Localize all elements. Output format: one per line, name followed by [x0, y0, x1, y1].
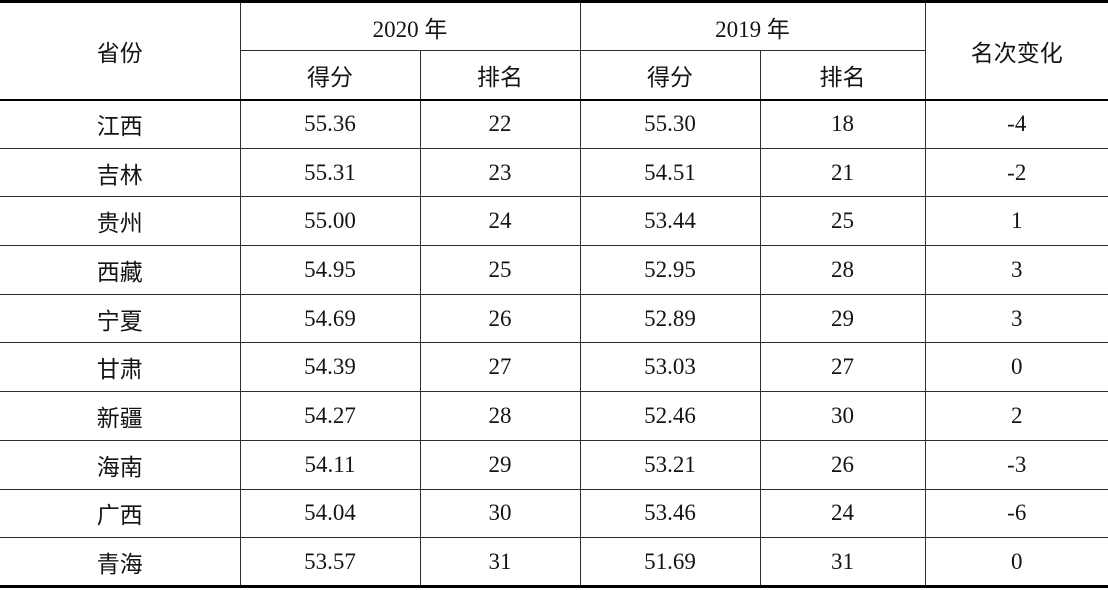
table-row: 青海 53.57 31 51.69 31 0	[0, 537, 1108, 587]
table-body: 江西 55.36 22 55.30 18 -4 吉林 55.31 23 54.51 21 -2 贵州 55…	[0, 99, 1108, 587]
table-row: 西藏 54.95 25 52.95 28 3	[0, 245, 1108, 295]
cell-province: 宁夏	[0, 293, 241, 343]
cell-rank-2019: 18	[759, 99, 926, 149]
cell-rank-2019: 24	[759, 488, 926, 538]
table-row: 贵州 55.00 24 53.44 25 1	[0, 196, 1108, 246]
cell-rank-2020: 25	[419, 245, 581, 295]
cell-change: 0	[924, 537, 1108, 587]
cell-rank-2020: 26	[419, 293, 581, 343]
table-row: 宁夏 54.69 26 52.89 29 3	[0, 293, 1108, 343]
cell-score-2019: 53.46	[579, 488, 761, 538]
cell-province: 江西	[0, 99, 241, 149]
header-row-sub: 得分 排名 得分 排名	[0, 50, 1108, 101]
cell-rank-2019: 21	[759, 147, 926, 197]
cell-change: -2	[924, 147, 1108, 197]
cell-province: 广西	[0, 488, 241, 538]
cell-rank-2019: 26	[759, 439, 926, 489]
cell-score-2020: 55.36	[239, 99, 421, 149]
cell-score-2020: 54.39	[239, 342, 421, 392]
cell-score-2019: 52.89	[579, 293, 761, 343]
header-rank-change: 名次变化	[924, 1, 1108, 101]
header-province: 省份	[0, 1, 241, 101]
cell-score-2020: 54.11	[239, 439, 421, 489]
header-year-2019: 2019 年	[579, 1, 926, 51]
cell-rank-2020: 30	[419, 488, 581, 538]
cell-province: 吉林	[0, 147, 241, 197]
header-rank-2020: 排名	[419, 50, 581, 101]
header-score-2019: 得分	[579, 50, 761, 101]
cell-score-2019: 53.44	[579, 196, 761, 246]
cell-province: 新疆	[0, 391, 241, 441]
cell-rank-2020: 31	[419, 537, 581, 587]
cell-change: -6	[924, 488, 1108, 538]
cell-province: 青海	[0, 537, 241, 587]
cell-rank-2020: 24	[419, 196, 581, 246]
cell-rank-2020: 22	[419, 99, 581, 149]
table-row: 广西 54.04 30 53.46 24 -6	[0, 488, 1108, 538]
cell-rank-2019: 28	[759, 245, 926, 295]
cell-rank-2020: 29	[419, 439, 581, 489]
cell-rank-2019: 29	[759, 293, 926, 343]
cell-score-2020: 54.27	[239, 391, 421, 441]
cell-score-2020: 54.04	[239, 488, 421, 538]
cell-rank-2020: 27	[419, 342, 581, 392]
header-year-2020: 2020 年	[239, 1, 581, 51]
cell-score-2020: 54.69	[239, 293, 421, 343]
table-row: 甘肃 54.39 27 53.03 27 0	[0, 342, 1108, 392]
cell-rank-2020: 23	[419, 147, 581, 197]
cell-rank-2020: 28	[419, 391, 581, 441]
cell-score-2019: 53.21	[579, 439, 761, 489]
cell-change: 3	[924, 293, 1108, 343]
cell-province: 海南	[0, 439, 241, 489]
cell-change: -3	[924, 439, 1108, 489]
cell-rank-2019: 27	[759, 342, 926, 392]
cell-score-2019: 55.30	[579, 99, 761, 149]
cell-score-2019: 51.69	[579, 537, 761, 587]
cell-rank-2019: 25	[759, 196, 926, 246]
table-row: 海南 54.11 29 53.21 26 -3	[0, 439, 1108, 489]
cell-province: 甘肃	[0, 342, 241, 392]
cell-score-2020: 53.57	[239, 537, 421, 587]
cell-score-2020: 55.00	[239, 196, 421, 246]
cell-score-2020: 54.95	[239, 245, 421, 295]
cell-change: 3	[924, 245, 1108, 295]
cell-score-2019: 52.46	[579, 391, 761, 441]
cell-rank-2019: 30	[759, 391, 926, 441]
cell-change: 1	[924, 196, 1108, 246]
table-row: 江西 55.36 22 55.30 18 -4	[0, 99, 1108, 149]
cell-rank-2019: 31	[759, 537, 926, 587]
table-row: 新疆 54.27 28 52.46 30 2	[0, 391, 1108, 441]
cell-score-2019: 54.51	[579, 147, 761, 197]
cell-change: -4	[924, 99, 1108, 149]
cell-score-2019: 53.03	[579, 342, 761, 392]
cell-score-2020: 55.31	[239, 147, 421, 197]
cell-province: 贵州	[0, 196, 241, 246]
header-rank-2019: 排名	[759, 50, 925, 101]
header-row-years: 省份 2020 年 2019 年 名次变化	[0, 1, 1108, 101]
table-header: 省份 2020 年 2019 年 名次变化 得分 排名 得分 排名	[0, 1, 1108, 101]
cell-province: 西藏	[0, 245, 241, 295]
header-score-2020: 得分	[240, 50, 421, 101]
cell-change: 0	[924, 342, 1108, 392]
cell-score-2019: 52.95	[579, 245, 761, 295]
table-row: 吉林 55.31 23 54.51 21 -2	[0, 147, 1108, 197]
cell-change: 2	[924, 391, 1108, 441]
